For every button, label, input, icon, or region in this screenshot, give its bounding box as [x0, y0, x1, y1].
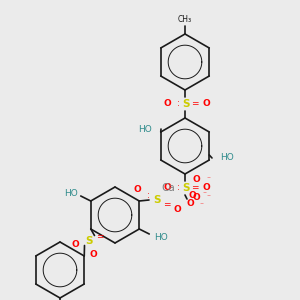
Text: ⁻: ⁻ — [202, 190, 206, 199]
Text: O: O — [188, 190, 196, 200]
Text: O: O — [192, 176, 200, 184]
Text: =: = — [96, 232, 103, 241]
Text: HO: HO — [138, 124, 152, 134]
Text: HO: HO — [154, 232, 168, 242]
Text: O: O — [173, 206, 181, 214]
Text: ⁻: ⁻ — [199, 200, 203, 209]
Text: Ca: Ca — [161, 183, 175, 193]
Text: HO: HO — [64, 188, 78, 197]
Text: O: O — [133, 185, 141, 194]
Text: S: S — [153, 195, 161, 205]
Text: O: O — [192, 194, 200, 202]
Text: O: O — [186, 200, 194, 208]
Text: ⁻: ⁻ — [206, 193, 210, 202]
Text: ⁻: ⁻ — [206, 175, 210, 184]
Text: =: = — [191, 100, 199, 109]
Text: S: S — [182, 99, 190, 109]
Text: :: : — [177, 100, 179, 109]
Text: =: = — [191, 184, 199, 193]
Text: =: = — [163, 200, 171, 209]
Text: O: O — [202, 184, 210, 193]
Text: O: O — [163, 100, 171, 109]
Text: S: S — [86, 236, 93, 245]
Text: O: O — [202, 100, 210, 109]
Text: HO: HO — [220, 154, 234, 163]
Text: S: S — [182, 183, 190, 193]
Text: O: O — [90, 250, 98, 259]
Text: :: : — [177, 184, 179, 193]
Text: :: : — [147, 190, 149, 200]
Text: CH₃: CH₃ — [178, 16, 192, 25]
Text: O: O — [163, 184, 171, 193]
Text: O: O — [72, 240, 80, 249]
